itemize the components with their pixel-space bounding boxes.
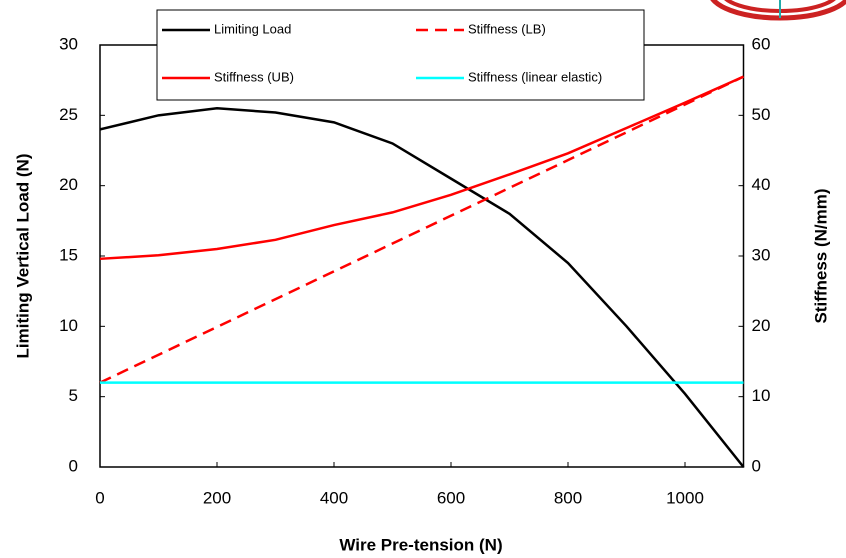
y-tick-label: 5: [69, 386, 78, 405]
corner-graphic: [710, 0, 846, 21]
x-tick-label: 600: [437, 488, 465, 507]
y-tick-label: 10: [59, 316, 78, 335]
y2-tick-label: 60: [752, 34, 771, 53]
x-tick-label: 1000: [666, 488, 704, 507]
y-tick-label: 0: [69, 456, 78, 475]
y2-tick-label: 10: [752, 386, 771, 405]
x-axis-title: Wire Pre-tension (N): [339, 535, 502, 554]
plot-frame: [99, 44, 745, 468]
series-line: [99, 75, 745, 261]
legend-label: Limiting Load: [214, 21, 291, 36]
x-tick-label: 800: [554, 488, 582, 507]
x-tick-label: 400: [320, 488, 348, 507]
series-line: [99, 75, 745, 384]
x-tick-label: 200: [203, 488, 231, 507]
y2-tick-label: 30: [752, 245, 771, 264]
legend-label: Stiffness (UB): [214, 69, 294, 84]
y2-tick-label: 20: [752, 316, 771, 335]
y-tick-label: 20: [59, 175, 78, 194]
y2-tick-label: 0: [752, 456, 761, 475]
legend-box: [156, 9, 645, 101]
y-tick-label: 15: [59, 245, 78, 264]
y2-tick-label: 50: [752, 105, 771, 124]
legend-label: Stiffness (LB): [468, 21, 546, 36]
legend-label: Stiffness (linear elastic): [468, 69, 602, 84]
y-axis-title: Limiting Vertical Load (N): [13, 154, 32, 359]
y2-tick-label: 40: [752, 175, 771, 194]
legend: Limiting Load Stiffness (LB) Stiffness (UB…: [156, 9, 645, 101]
y-tick-label: 30: [59, 34, 78, 53]
y2-axis-title: Stiffness (N/mm): [811, 188, 830, 323]
y-tick-label: 25: [59, 105, 78, 124]
x-tick-label: 0: [95, 488, 104, 507]
series-line: [99, 107, 745, 468]
